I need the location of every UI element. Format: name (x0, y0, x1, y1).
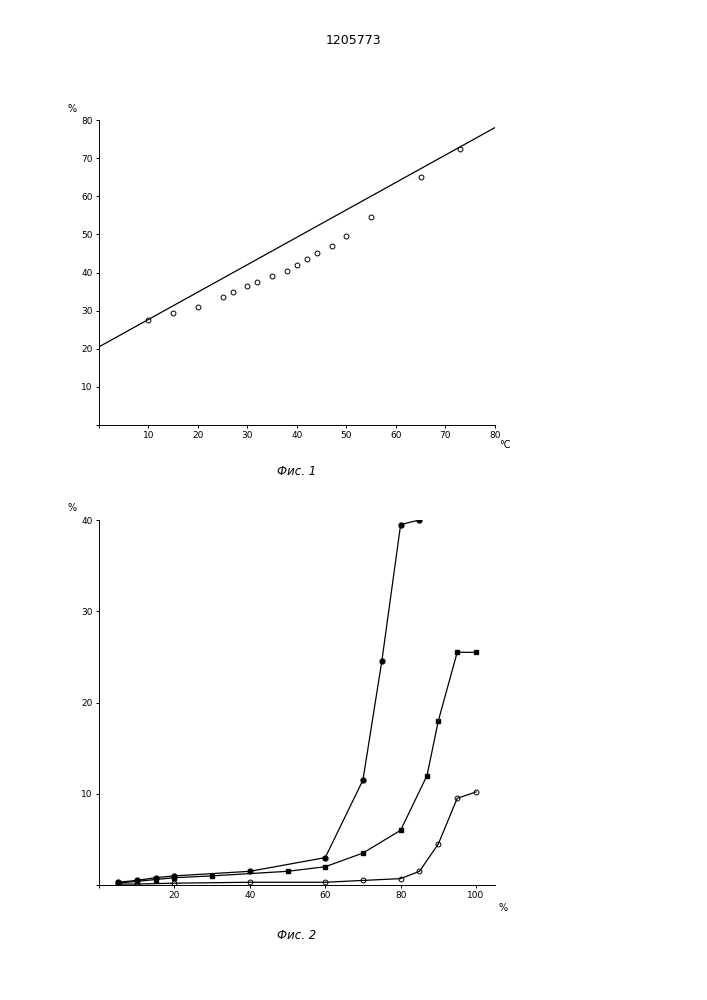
Text: Фис. 2: Фис. 2 (277, 929, 317, 942)
Text: %: % (67, 104, 76, 114)
Text: %: % (67, 503, 76, 513)
Text: °C: °C (499, 440, 510, 450)
Text: %: % (499, 903, 508, 913)
Text: Фис. 1: Фис. 1 (277, 465, 317, 478)
Text: 1205773: 1205773 (326, 34, 381, 47)
